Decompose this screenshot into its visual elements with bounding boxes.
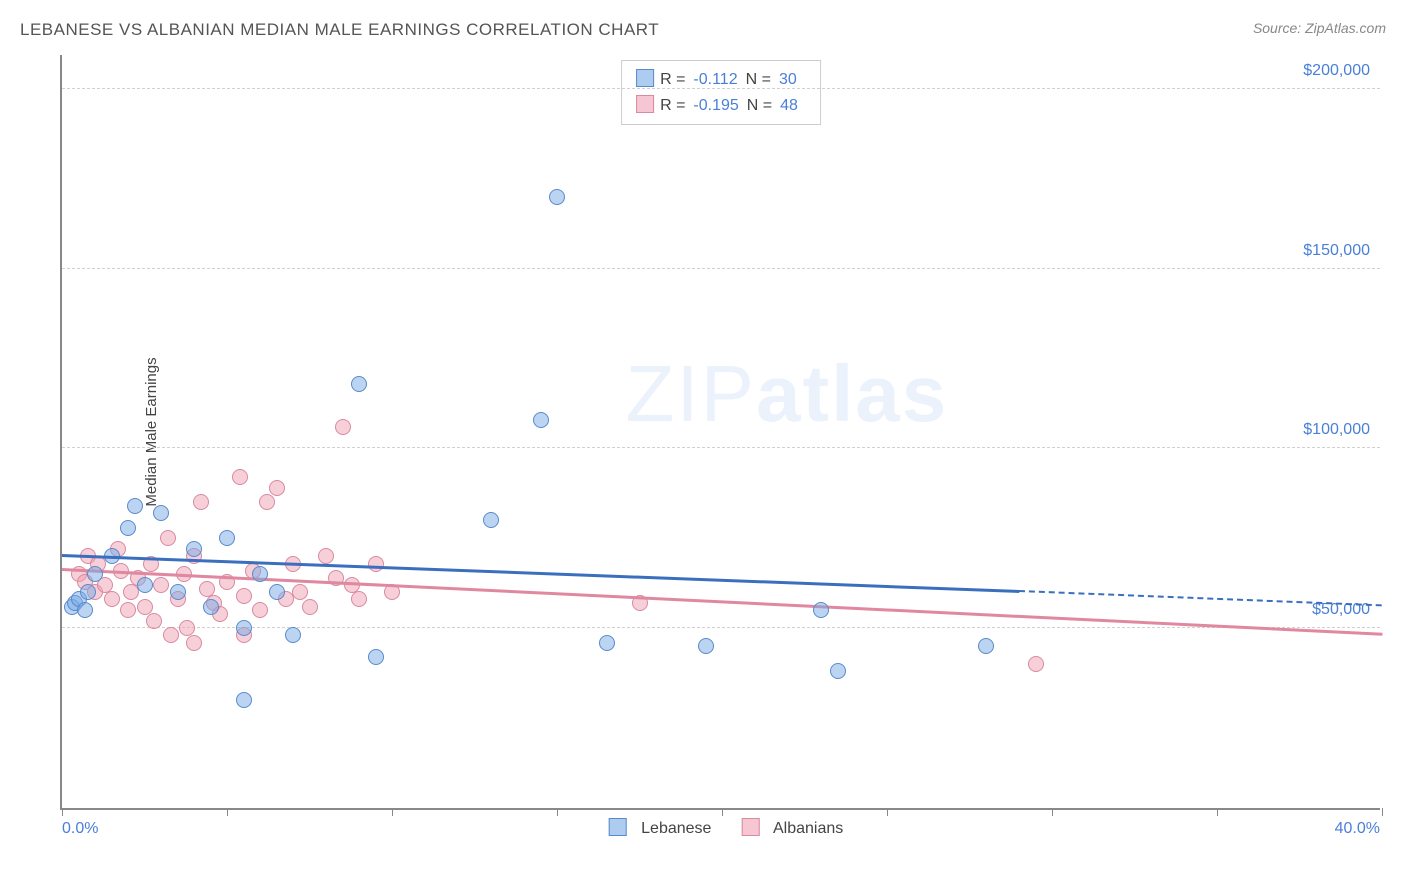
- x-tick: [1217, 808, 1218, 816]
- data-point-albanians: [269, 480, 285, 496]
- data-point-lebanese: [80, 584, 96, 600]
- r-label: R =: [660, 97, 685, 114]
- y-tick-label: $100,000: [1303, 421, 1370, 439]
- y-gridline: [62, 447, 1380, 448]
- data-point-albanians: [351, 591, 367, 607]
- correlation-legend: R =-0.112N =30R =-0.195N =48: [621, 60, 821, 125]
- r-value: -0.195: [685, 97, 746, 114]
- legend-item-lebanese: Lebanese: [599, 820, 712, 837]
- data-point-lebanese: [120, 520, 136, 536]
- data-point-lebanese: [219, 530, 235, 546]
- data-point-lebanese: [236, 692, 252, 708]
- r-value: -0.112: [685, 71, 745, 88]
- legend-swatch-pink: [741, 818, 759, 836]
- data-point-lebanese: [830, 663, 846, 679]
- x-tick: [887, 808, 888, 816]
- watermark: ZIPatlas: [625, 348, 948, 440]
- legend-swatch-blue: [609, 818, 627, 836]
- data-point-albanians: [318, 548, 334, 564]
- y-tick-label: $150,000: [1303, 242, 1370, 260]
- data-point-albanians: [153, 577, 169, 593]
- data-point-lebanese: [236, 620, 252, 636]
- data-point-lebanese: [87, 566, 103, 582]
- x-tick: [227, 808, 228, 816]
- data-point-lebanese: [77, 602, 93, 618]
- data-point-lebanese: [599, 635, 615, 651]
- chart-title: LEBANESE VS ALBANIAN MEDIAN MALE EARNING…: [20, 20, 659, 39]
- legend-item-albanians: Albanians: [731, 820, 843, 837]
- data-point-lebanese: [127, 498, 143, 514]
- legend-swatch-pink: [636, 95, 654, 113]
- data-point-lebanese: [203, 599, 219, 615]
- data-point-albanians: [104, 591, 120, 607]
- data-point-albanians: [186, 635, 202, 651]
- x-tick: [62, 808, 63, 816]
- data-point-lebanese: [978, 638, 994, 654]
- watermark-bold: atlas: [756, 349, 948, 438]
- y-tick-label: $200,000: [1303, 62, 1370, 80]
- data-point-albanians: [259, 494, 275, 510]
- corr-legend-row: R =-0.195N =48: [636, 93, 806, 119]
- plot-area: Median Male Earnings R =-0.112N =30R =-0…: [60, 55, 1380, 810]
- n-label: N =: [747, 97, 772, 114]
- y-gridline: [62, 268, 1380, 269]
- data-point-lebanese: [368, 649, 384, 665]
- data-point-lebanese: [137, 577, 153, 593]
- y-gridline: [62, 627, 1380, 628]
- data-point-albanians: [137, 599, 153, 615]
- data-point-lebanese: [813, 602, 829, 618]
- data-point-albanians: [292, 584, 308, 600]
- data-point-albanians: [232, 469, 248, 485]
- r-label: R =: [660, 71, 685, 88]
- data-point-albanians: [252, 602, 268, 618]
- x-tick: [392, 808, 393, 816]
- data-point-lebanese: [153, 505, 169, 521]
- data-point-lebanese: [533, 412, 549, 428]
- x-tick: [557, 808, 558, 816]
- data-point-albanians: [236, 588, 252, 604]
- n-label: N =: [746, 71, 771, 88]
- data-point-lebanese: [351, 376, 367, 392]
- n-value: 48: [772, 97, 806, 114]
- data-point-albanians: [120, 602, 136, 618]
- x-tick: [1052, 808, 1053, 816]
- trend-line-dashed-lebanese: [1019, 590, 1382, 606]
- data-point-lebanese: [698, 638, 714, 654]
- data-point-albanians: [163, 627, 179, 643]
- data-point-albanians: [160, 530, 176, 546]
- data-point-albanians: [368, 556, 384, 572]
- data-point-albanians: [193, 494, 209, 510]
- data-point-albanians: [302, 599, 318, 615]
- data-point-lebanese: [186, 541, 202, 557]
- x-axis-min-label: 0.0%: [62, 820, 98, 838]
- x-tick: [1382, 808, 1383, 816]
- y-axis-label: Median Male Earnings: [143, 357, 160, 506]
- source-label: Source: ZipAtlas.com: [1253, 20, 1386, 36]
- data-point-albanians: [1028, 656, 1044, 672]
- data-point-lebanese: [269, 584, 285, 600]
- data-point-lebanese: [252, 566, 268, 582]
- data-point-lebanese: [285, 627, 301, 643]
- x-tick: [722, 808, 723, 816]
- data-point-albanians: [335, 419, 351, 435]
- n-value: 30: [771, 71, 805, 88]
- y-gridline: [62, 88, 1380, 89]
- x-axis-max-label: 40.0%: [1335, 820, 1380, 838]
- series-legend: Lebanese Albanians: [589, 818, 854, 838]
- data-point-albanians: [146, 613, 162, 629]
- legend-swatch-blue: [636, 69, 654, 87]
- data-point-lebanese: [170, 584, 186, 600]
- data-point-lebanese: [549, 189, 565, 205]
- watermark-light: ZIP: [625, 349, 755, 438]
- data-point-lebanese: [483, 512, 499, 528]
